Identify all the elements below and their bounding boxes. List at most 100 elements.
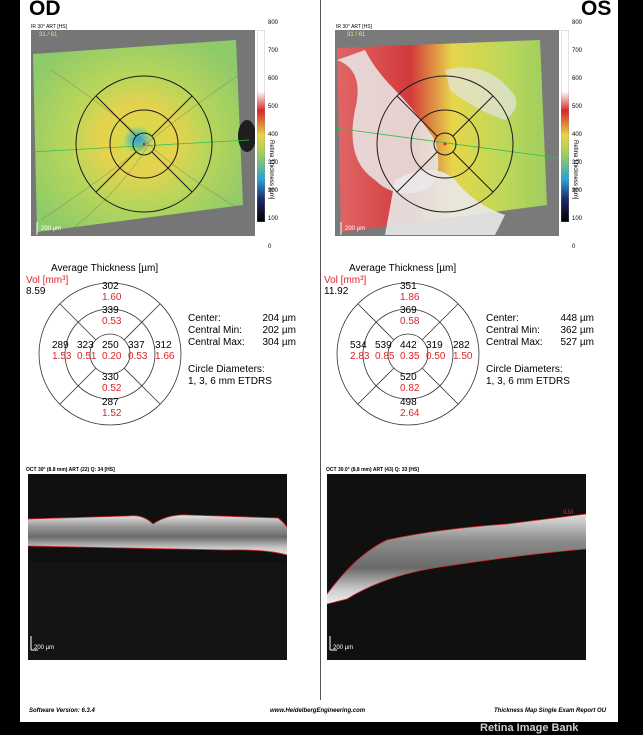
os-q-badge: 31 / 61 xyxy=(347,32,366,38)
os-stat-central-max: Central Max: 527 µm xyxy=(486,337,594,348)
footer-report-title: Thickness Map Single Exam Report OU xyxy=(494,708,607,714)
od-etdrs-grid xyxy=(38,282,182,426)
os-outer-right-thickness: 282 xyxy=(453,340,470,351)
od-tick-200: 200 xyxy=(268,188,279,194)
os-avg-title: Average Thickness [µm] xyxy=(349,263,457,274)
od-colorbar-title: Retina Thickness [µm] xyxy=(268,140,274,200)
od-circle-value: 1, 3, 6 mm ETDRS xyxy=(188,376,272,387)
od-tick-0: 0 xyxy=(268,244,272,250)
od-outer-top-volume: 1.60 xyxy=(102,292,122,303)
os-thickness-map[interactable]: 31 / 61 200 µm xyxy=(335,30,559,236)
od-inner-bottom-volume: 0.52 xyxy=(102,383,122,394)
od-outer-bottom-volume: 1.52 xyxy=(102,408,122,419)
os-inner-top-volume: 0.58 xyxy=(400,316,420,327)
os-tick-800: 800 xyxy=(572,20,583,26)
od-map-title: IR 30° ART [HS] xyxy=(31,24,67,30)
footer-software-version: Software Version: 6.3.4 xyxy=(29,708,95,714)
os-tick-500: 500 xyxy=(572,104,583,110)
os-outer-left-thickness: 534 xyxy=(350,340,367,351)
os-tick-100: 100 xyxy=(572,216,583,222)
od-tick-400: 400 xyxy=(268,132,279,138)
os-outer-left-volume: 2.83 xyxy=(350,351,370,362)
center-divider xyxy=(320,0,321,700)
os-scan-title: OCT 30.0° (8.8 mm) ART (43) Q: 33 [HS] xyxy=(326,467,419,473)
os-etdrs-grid xyxy=(336,282,480,426)
od-outer-left-volume: 1.53 xyxy=(52,351,72,362)
od-stats: Center: 204 µm Central Min: 202 µm Central… xyxy=(188,313,296,349)
os-tick-700: 700 xyxy=(572,48,583,54)
os-tick-400: 400 xyxy=(572,132,583,138)
os-tick-200: 200 xyxy=(572,188,583,194)
od-tick-700: 700 xyxy=(268,48,279,54)
od-inner-right-volume: 0.53 xyxy=(128,351,148,362)
od-circle-label: Circle Diameters: xyxy=(188,364,265,375)
od-colorbar xyxy=(256,29,266,223)
os-outer-top-volume: 1.86 xyxy=(400,292,420,303)
os-oct-scan[interactable]: 200 µm ILM xyxy=(327,474,586,660)
os-inner-bottom-volume: 0.82 xyxy=(400,383,420,394)
od-q-badge: 31 / 61 xyxy=(39,32,58,38)
od-oct-scan[interactable]: 200 µm xyxy=(28,474,287,660)
od-tick-500: 500 xyxy=(268,104,279,110)
os-inner-left-thickness: 539 xyxy=(375,340,392,351)
od-outer-bottom-thickness: 287 xyxy=(102,397,119,408)
od-avg-title: Average Thickness [µm] xyxy=(51,263,159,274)
os-stats: Center: 448 µm Central Min: 362 µm Central… xyxy=(486,313,594,349)
od-inner-bottom-thickness: 330 xyxy=(102,372,119,383)
od-outer-left-thickness: 289 xyxy=(52,340,69,351)
od-vol-total: 8.59 xyxy=(26,286,46,297)
os-eye-label: OS xyxy=(581,0,612,20)
os-scan-scale: 200 µm xyxy=(333,645,354,651)
os-outer-bottom-thickness: 498 xyxy=(400,397,417,408)
os-vol-label: Vol [mm³] xyxy=(324,275,367,286)
os-colorbar-title: Retina Thickness [µm] xyxy=(572,140,578,200)
od-stat-central-max: Central Max: 304 µm xyxy=(188,337,296,348)
od-center-thickness: 250 xyxy=(102,340,119,351)
os-outer-right-volume: 1.50 xyxy=(453,351,473,362)
od-outer-top-thickness: 302 xyxy=(102,281,119,292)
od-tick-100: 100 xyxy=(268,216,279,222)
od-tick-800: 800 xyxy=(268,20,279,26)
od-inner-top-thickness: 339 xyxy=(102,305,119,316)
os-colorbar-ticks: 800 700 600 500 400 300 200 100 0 xyxy=(572,20,592,250)
od-eye-label: OD xyxy=(29,0,61,20)
od-vol-label: Vol [mm³] xyxy=(26,275,69,286)
od-stat-center: Center: 204 µm xyxy=(188,313,296,324)
od-scan-scale: 200 µm xyxy=(34,645,55,651)
od-tick-300: 300 xyxy=(268,160,279,166)
os-tick-600: 600 xyxy=(572,76,583,82)
od-inner-left-thickness: 323 xyxy=(77,340,94,351)
os-scan-marker: ILM xyxy=(563,510,574,516)
os-inner-right-thickness: 319 xyxy=(426,340,443,351)
os-inner-left-volume: 0.85 xyxy=(375,351,395,362)
os-stat-center: Center: 448 µm xyxy=(486,313,594,324)
od-inner-left-volume: 0.51 xyxy=(77,351,97,362)
od-stat-central-min: Central Min: 202 µm xyxy=(188,325,296,336)
os-circle-label: Circle Diameters: xyxy=(486,364,563,375)
od-colorbar-ticks: 800 700 600 500 400 300 200 100 0 xyxy=(268,20,288,250)
os-tick-0: 0 xyxy=(572,244,576,250)
os-outer-bottom-volume: 2.64 xyxy=(400,408,420,419)
footer-website[interactable]: www.HeidelbergEngineering.com xyxy=(270,708,366,714)
od-center-volume: 0.20 xyxy=(102,351,122,362)
os-inner-top-thickness: 369 xyxy=(400,305,417,316)
os-outer-top-thickness: 351 xyxy=(400,281,417,292)
os-vol-total: 11.92 xyxy=(324,286,349,297)
os-center-thickness: 442 xyxy=(400,340,417,351)
od-outer-right-thickness: 312 xyxy=(155,340,172,351)
os-inner-bottom-thickness: 520 xyxy=(400,372,417,383)
od-inner-right-thickness: 337 xyxy=(128,340,145,351)
os-inner-right-volume: 0.50 xyxy=(426,351,446,362)
os-tick-300: 300 xyxy=(572,160,583,166)
report-page: OD IR 30° ART [HS] xyxy=(20,0,618,722)
od-thickness-map[interactable]: 31 / 61 200 µm xyxy=(31,30,255,236)
os-colorbar xyxy=(560,29,570,223)
od-tick-600: 600 xyxy=(268,76,279,82)
watermark: Retina Image Bank xyxy=(480,722,579,734)
os-map-title: IR 30° ART [HS] xyxy=(336,24,372,30)
od-map-scale: 200 µm xyxy=(41,226,62,232)
od-inner-top-volume: 0.53 xyxy=(102,316,122,327)
os-circle-value: 1, 3, 6 mm ETDRS xyxy=(486,376,570,387)
od-scan-title: OCT 30° (8.8 mm) ART (22) Q: 34 [HS] xyxy=(26,467,115,473)
os-center-volume: 0.35 xyxy=(400,351,420,362)
